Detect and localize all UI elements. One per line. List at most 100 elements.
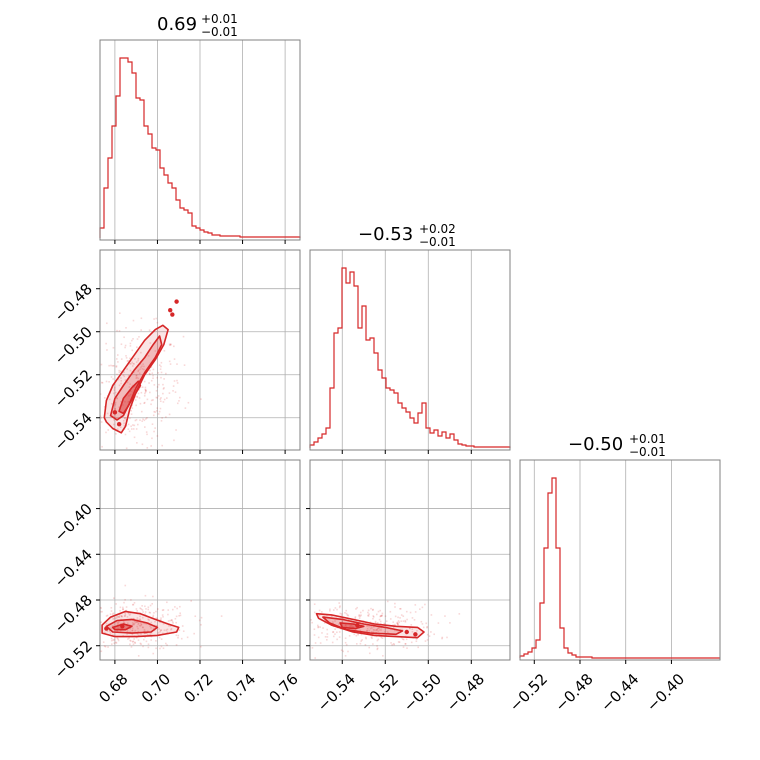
scatter-point [112, 618, 114, 620]
scatter-point [140, 391, 143, 394]
scatter-point [368, 652, 371, 655]
scatter-point [160, 365, 162, 368]
scatter-point [106, 630, 109, 633]
scatter-point [389, 610, 392, 613]
scatter-point [156, 321, 159, 324]
scatter-point [139, 622, 142, 624]
scatter-point [433, 633, 435, 636]
scatter-point [332, 621, 334, 623]
scatter-point [397, 616, 399, 619]
scatter-point [160, 371, 163, 374]
scatter-point [310, 619, 312, 621]
scatter-point [103, 406, 106, 408]
scatter-point [116, 624, 119, 626]
scatter-point [139, 615, 141, 618]
scatter-point [97, 344, 99, 346]
scatter-point [338, 602, 341, 604]
scatter-point [186, 636, 189, 639]
scatter-point [147, 643, 150, 646]
scatter-point [136, 625, 138, 628]
scatter-point [398, 641, 401, 643]
scatter-point [394, 623, 396, 626]
scatter-point [160, 420, 163, 422]
scatter-point [138, 624, 141, 627]
scatter-point [100, 393, 102, 395]
scatter-point [137, 627, 139, 630]
scatter-point [402, 620, 405, 622]
scatter-point [346, 614, 349, 616]
scatter-point [145, 608, 147, 610]
scatter-point [340, 649, 343, 651]
scatter-point [120, 627, 123, 630]
scatter-point [133, 602, 136, 604]
scatter-point [430, 631, 432, 633]
contour-island-1-1 [104, 626, 109, 631]
scatter-point [354, 616, 357, 618]
scatter-point [143, 365, 145, 368]
scatter-point [426, 639, 429, 641]
scatter-point [112, 634, 114, 636]
scatter-point [161, 609, 164, 612]
scatter-point [96, 622, 98, 624]
scatter-point [127, 360, 130, 362]
scatter-point [119, 606, 122, 609]
scatter-point [136, 396, 139, 398]
scatter-point [421, 623, 424, 625]
scatter-point [130, 599, 132, 601]
scatter-point [156, 435, 159, 437]
scatter-point [116, 428, 119, 430]
scatter-point [183, 364, 186, 366]
scatter-point [377, 627, 380, 629]
scatter-point [141, 616, 144, 619]
scatter-point [141, 605, 143, 607]
scatter-point [353, 622, 356, 624]
scatter-point [338, 623, 340, 625]
scatter-point [161, 614, 164, 616]
scatter-point [332, 609, 335, 611]
ytick-label-2-0: −0.52 [51, 637, 96, 682]
scatter-point [378, 618, 381, 621]
scatter-point [129, 345, 132, 347]
scatter-point [402, 646, 405, 648]
scatter-point [135, 458, 137, 460]
scatter-point [117, 615, 120, 618]
scatter-point [342, 617, 345, 620]
scatter-point [133, 641, 136, 644]
scatter-point [125, 327, 127, 329]
scatter-point [392, 621, 395, 623]
scatter-point [100, 610, 102, 613]
scatter-point [91, 353, 93, 355]
scatter-point [143, 628, 146, 631]
scatter-point [409, 627, 411, 630]
scatter-point [413, 619, 416, 621]
frame-1-1 [309, 249, 511, 451]
scatter-point [165, 629, 168, 632]
scatter-point [424, 640, 427, 642]
scatter-point [155, 647, 157, 650]
scatter-point [176, 363, 178, 365]
scatter-point [324, 635, 327, 638]
scatter-point [172, 390, 174, 392]
scatter-point [136, 610, 139, 612]
scatter-point [100, 363, 103, 366]
scatter-point [108, 629, 111, 632]
scatter-point [80, 630, 82, 632]
scatter-point [126, 633, 128, 635]
scatter-point [168, 624, 170, 627]
scatter-point [126, 616, 129, 618]
scatter-point [121, 404, 124, 406]
scatter-point [391, 643, 393, 646]
scatter-point [98, 414, 100, 416]
scatter-point [116, 354, 119, 356]
scatter-point [149, 625, 151, 627]
scatter-point [123, 424, 126, 427]
scatter-point [179, 612, 181, 615]
scatter-point [85, 406, 87, 408]
scatter-point [399, 607, 402, 610]
scatter-point [370, 625, 372, 628]
scatter-point [158, 636, 161, 639]
scatter-point [370, 636, 373, 639]
scatter-point [124, 584, 127, 587]
scatter-point [394, 615, 397, 618]
scatter-point [130, 640, 132, 642]
